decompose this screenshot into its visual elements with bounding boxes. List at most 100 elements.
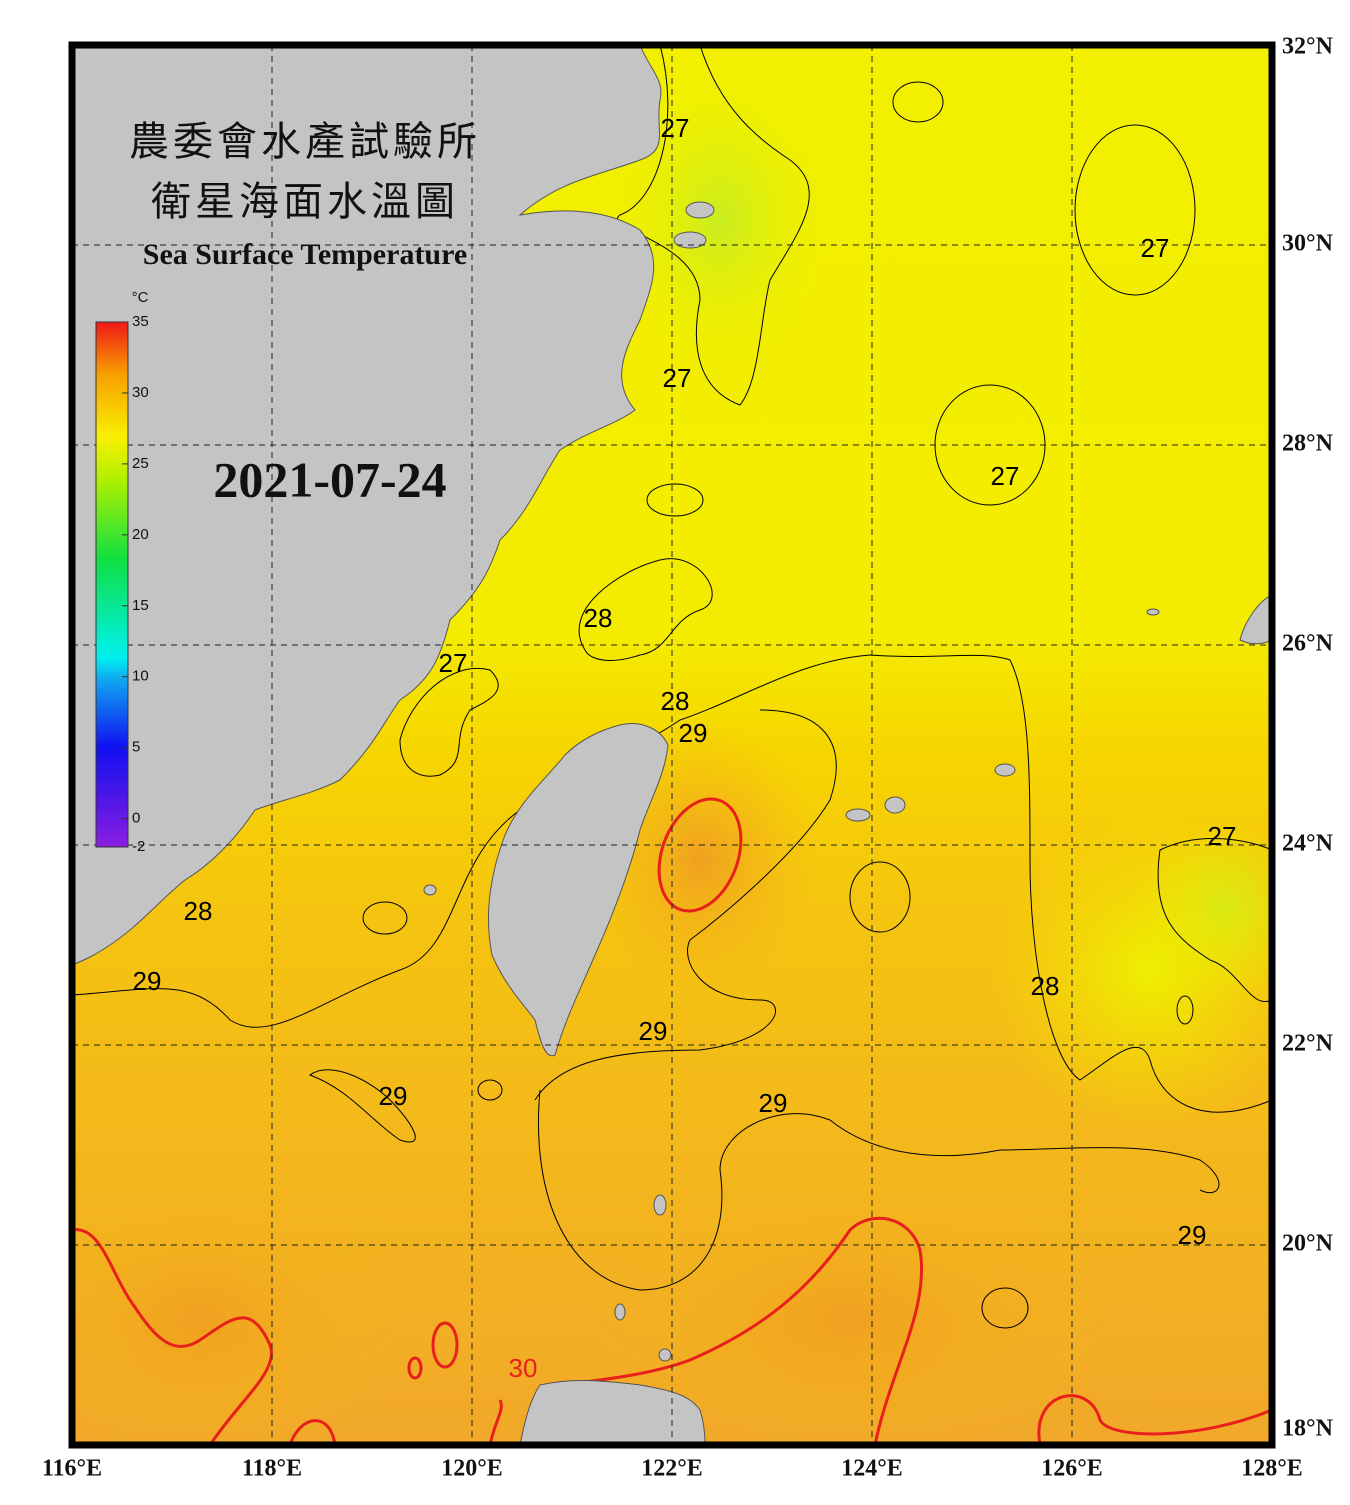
isotherm bbox=[534, 709, 837, 1101]
x-tick-label: 128°E bbox=[1241, 1456, 1303, 1482]
colorbar-tick-label: 10 bbox=[132, 668, 149, 685]
y-tick-label: 20°N bbox=[1282, 1231, 1334, 1257]
subtitle-zh: 衛星海面水溫圖 bbox=[151, 179, 459, 225]
cool-patch bbox=[610, 70, 830, 370]
warm-patch bbox=[72, 1180, 400, 1445]
isotherm bbox=[431, 1321, 459, 1369]
isotherm bbox=[308, 1069, 416, 1143]
warm-patch bbox=[590, 1180, 1110, 1445]
y-tick-label: 30°N bbox=[1282, 231, 1334, 257]
x-tick-label: 126°E bbox=[1041, 1456, 1103, 1482]
island bbox=[423, 884, 437, 896]
isotherm bbox=[616, 45, 810, 406]
graticule bbox=[72, 45, 1272, 1445]
colorbar-tick-label: 35 bbox=[132, 313, 149, 330]
isotherm bbox=[72, 1228, 273, 1445]
axes: 116°E 118°E 120°E 122°E 124°E 126°E 128°E 18°N 2… bbox=[42, 34, 1334, 1482]
isotherm bbox=[849, 861, 911, 933]
island bbox=[653, 1194, 667, 1216]
contour-label: 27 bbox=[1141, 233, 1170, 263]
x-tick-label: 116°E bbox=[42, 1456, 102, 1482]
x-tick-label: 120°E bbox=[441, 1456, 503, 1482]
isotherms-30 bbox=[72, 797, 1272, 1445]
isotherms bbox=[72, 45, 1272, 1329]
isotherm bbox=[488, 1399, 503, 1445]
colorbar-tick-label: 30 bbox=[132, 384, 149, 401]
y-tick-label: 22°N bbox=[1282, 1031, 1334, 1057]
taiwan bbox=[487, 723, 669, 1057]
colorbar-tick-label: 0 bbox=[132, 810, 140, 827]
island bbox=[673, 231, 707, 249]
isotherm bbox=[578, 558, 713, 661]
isotherm bbox=[1074, 124, 1196, 296]
colorbar-unit: °C bbox=[132, 289, 149, 306]
frame bbox=[68, 41, 1276, 1449]
isotherm bbox=[892, 81, 944, 123]
island bbox=[685, 201, 715, 219]
isotherm bbox=[646, 483, 704, 517]
mild-patch bbox=[990, 810, 1272, 1130]
contour-label: 29 bbox=[639, 1016, 668, 1046]
contour-label: 27 bbox=[663, 363, 692, 393]
contour-label: 28 bbox=[584, 603, 613, 633]
isotherm bbox=[1176, 995, 1194, 1025]
contour-label: 29 bbox=[1178, 1220, 1207, 1250]
isotherm bbox=[399, 668, 499, 777]
contour-label: 28 bbox=[661, 686, 690, 716]
island bbox=[884, 796, 906, 814]
isotherm bbox=[362, 901, 408, 935]
colorbar-tick-label: 20 bbox=[132, 526, 149, 543]
colorbar-tick-label: 15 bbox=[132, 597, 149, 614]
y-tick-label: 24°N bbox=[1282, 831, 1334, 857]
contour-label: 27 bbox=[661, 113, 690, 143]
colorbar-tick-label: 5 bbox=[132, 739, 140, 756]
colorbar: °C 35 30 25 20 15 10 5 0 -2 bbox=[95, 289, 149, 855]
isotherm bbox=[72, 654, 1272, 1113]
isotherm bbox=[657, 797, 743, 913]
y-tick-label: 32°N bbox=[1282, 34, 1334, 60]
isotherm bbox=[538, 1089, 1220, 1291]
contour-label: 29 bbox=[759, 1088, 788, 1118]
x-tick-label: 124°E bbox=[841, 1456, 903, 1482]
island bbox=[614, 1303, 626, 1321]
contour-label: 27 bbox=[991, 461, 1020, 491]
isotherm bbox=[477, 1079, 503, 1101]
island bbox=[994, 763, 1016, 777]
contour-label: 29 bbox=[379, 1081, 408, 1111]
contour-label: 30 bbox=[509, 1353, 538, 1383]
colorbar-tick-label: -2 bbox=[132, 838, 145, 855]
isotherm bbox=[559, 1216, 924, 1445]
y-tick-label: 18°N bbox=[1282, 1416, 1334, 1442]
island bbox=[658, 1348, 672, 1362]
title-en: Sea Surface Temperature bbox=[143, 238, 467, 271]
y-tick-label: 26°N bbox=[1282, 631, 1334, 657]
land bbox=[72, 45, 1272, 1445]
island bbox=[1146, 608, 1160, 616]
y-tick-label: 28°N bbox=[1282, 431, 1334, 457]
contour-label: 29 bbox=[679, 718, 708, 748]
island bbox=[845, 808, 871, 822]
colorbar-ramp bbox=[95, 321, 129, 848]
contour-label: 28 bbox=[1031, 971, 1060, 1001]
isotherm bbox=[1037, 1394, 1272, 1445]
luzon bbox=[519, 1379, 706, 1445]
mainland bbox=[72, 45, 662, 966]
contour-label: 29 bbox=[133, 966, 162, 996]
x-tick-label: 122°E bbox=[641, 1456, 703, 1482]
contour-label: 28 bbox=[184, 896, 213, 926]
x-tick-label: 118°E bbox=[242, 1456, 302, 1482]
date: 2021-07-24 bbox=[213, 451, 446, 507]
contour-label: 27 bbox=[439, 648, 468, 678]
contour-label: 27 bbox=[1208, 821, 1237, 851]
isotherm bbox=[407, 1356, 423, 1380]
isotherm bbox=[981, 1287, 1029, 1329]
isotherm bbox=[288, 1419, 337, 1445]
colorbar-tick-label: 25 bbox=[132, 455, 149, 472]
title-zh: 農委會水產試驗所 bbox=[129, 119, 481, 165]
isotherm bbox=[1157, 838, 1272, 1003]
island bbox=[1239, 594, 1272, 645]
